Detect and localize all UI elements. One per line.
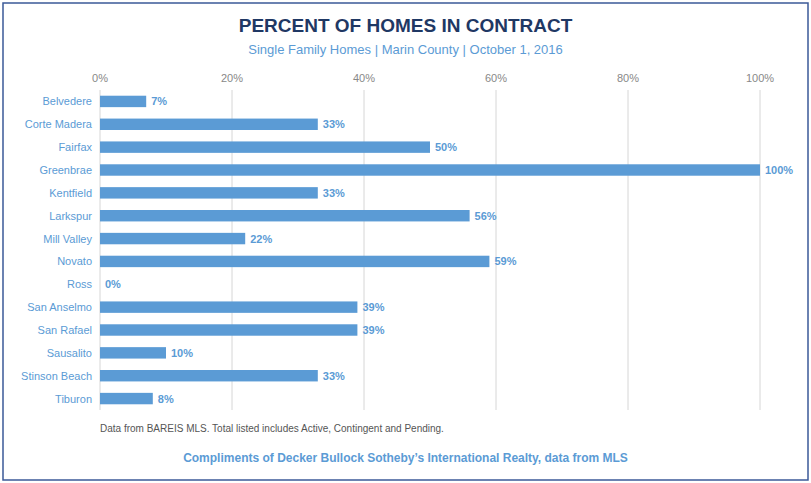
data-label: 33% <box>323 187 345 199</box>
subtitle: Single Family Homes | Marin County | Oct… <box>248 42 563 57</box>
bar <box>100 96 146 107</box>
grid-line <box>760 90 761 410</box>
data-label: 33% <box>323 370 345 382</box>
bars <box>100 96 760 405</box>
tick-label: 100% <box>746 72 774 84</box>
bar <box>100 393 153 404</box>
data-label: 8% <box>158 393 174 405</box>
data-label: 39% <box>362 324 384 336</box>
category-label: Belvedere <box>42 95 92 107</box>
grid-line <box>364 90 365 410</box>
category-label: Sausalito <box>47 347 92 359</box>
data-label: 59% <box>494 255 516 267</box>
category-label: San Anselmo <box>27 301 92 313</box>
category-label: San Rafael <box>38 324 92 336</box>
data-label: 33% <box>323 118 345 130</box>
bar <box>100 301 357 312</box>
category-label: Larkspur <box>49 210 92 222</box>
data-label: 56% <box>475 210 497 222</box>
category-label: Ross <box>67 278 93 290</box>
data-label: 22% <box>250 233 272 245</box>
chart: PERCENT OF HOMES IN CONTRACT Single Famil… <box>0 0 811 483</box>
bar <box>100 187 318 198</box>
bar <box>100 279 101 290</box>
data-label: 0% <box>105 278 121 290</box>
category-label: Tiburon <box>55 393 92 405</box>
category-label: Novato <box>57 255 92 267</box>
category-label: Kentfield <box>49 187 92 199</box>
bar <box>100 233 245 244</box>
tick-label: 80% <box>617 72 639 84</box>
category-label: Mill Valley <box>43 233 92 245</box>
category-label: Stinson Beach <box>21 370 92 382</box>
compliments: Compliments of Decker Bullock Sotheby’s … <box>183 451 628 465</box>
tick-label: 20% <box>221 72 243 84</box>
grid-line <box>232 90 233 410</box>
bar <box>100 164 760 175</box>
data-label: 7% <box>151 95 167 107</box>
bar <box>100 210 470 221</box>
bar <box>100 119 318 130</box>
data-label: 50% <box>435 141 457 153</box>
grid-line <box>496 90 497 410</box>
bar <box>100 256 489 267</box>
footnote: Data from BAREIS MLS. Total listed inclu… <box>100 423 444 434</box>
grid-line <box>100 90 101 410</box>
category-label: Fairfax <box>58 141 92 153</box>
bar <box>100 324 357 335</box>
tick-label: 60% <box>485 72 507 84</box>
border <box>3 3 808 480</box>
bar <box>100 141 430 152</box>
bar <box>100 347 166 358</box>
category-label: Corte Madera <box>25 118 93 130</box>
tick-label: 40% <box>353 72 375 84</box>
data-label: 10% <box>171 347 193 359</box>
grid <box>100 90 760 410</box>
tick-label: 0% <box>92 72 108 84</box>
data-label: 100% <box>765 164 793 176</box>
title: PERCENT OF HOMES IN CONTRACT <box>239 15 573 36</box>
category-label: Greenbrae <box>39 164 92 176</box>
grid-line <box>628 90 629 410</box>
data-label: 39% <box>362 301 384 313</box>
bar <box>100 370 318 381</box>
